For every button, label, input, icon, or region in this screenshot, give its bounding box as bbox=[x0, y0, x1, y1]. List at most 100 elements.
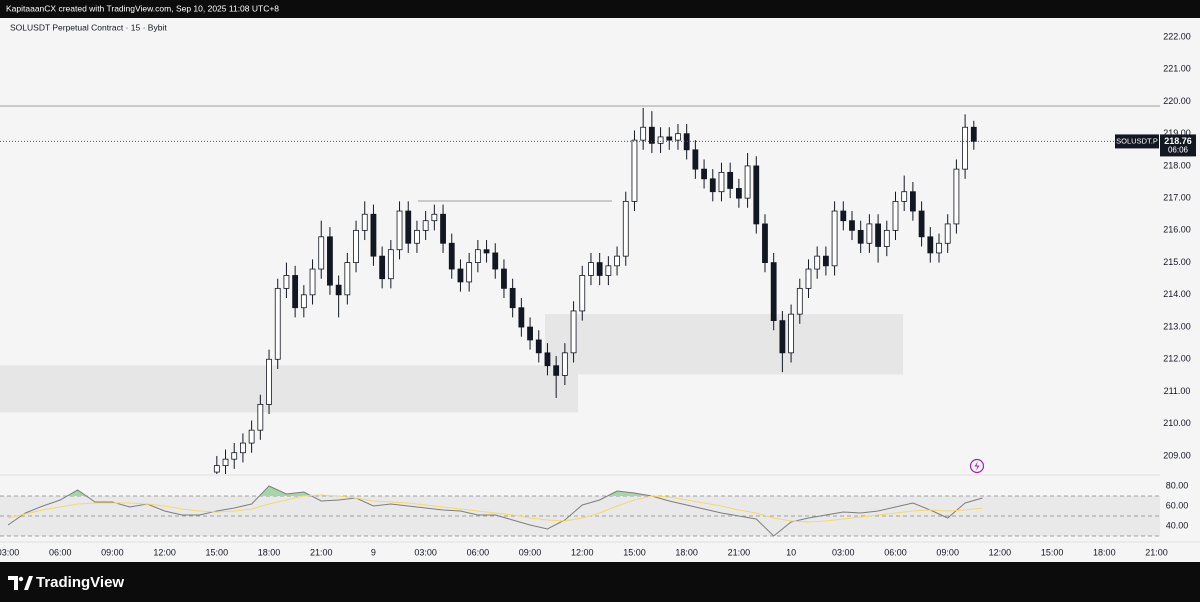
candle-body bbox=[257, 403, 264, 431]
candle-body bbox=[675, 133, 681, 141]
candle-body bbox=[631, 139, 638, 202]
candle-body bbox=[596, 262, 603, 276]
candle-body bbox=[396, 210, 403, 251]
alert-icon[interactable] bbox=[969, 458, 985, 474]
candle-body bbox=[753, 165, 760, 225]
candle-body bbox=[213, 465, 220, 473]
x-tick-label: 06:00 bbox=[49, 547, 72, 557]
candle-body bbox=[527, 326, 533, 341]
candle-body bbox=[344, 262, 351, 296]
rsi-line bbox=[7, 485, 983, 537]
candle-body bbox=[953, 168, 960, 225]
candle-body bbox=[283, 275, 290, 289]
y-tick-label: 217.00 bbox=[1163, 193, 1191, 203]
candle-body bbox=[248, 429, 255, 444]
top-bar bbox=[0, 0, 1200, 18]
candle-body bbox=[857, 229, 864, 244]
candle-body bbox=[840, 210, 847, 222]
price-label: 218.76 bbox=[1164, 136, 1192, 146]
x-tick-label: 15:00 bbox=[1041, 547, 1064, 557]
candle-body bbox=[718, 171, 725, 193]
candle-body bbox=[875, 223, 881, 247]
candle-body bbox=[866, 223, 873, 244]
candle-body bbox=[474, 249, 481, 263]
candle-body bbox=[822, 255, 829, 267]
candle-body bbox=[970, 126, 977, 142]
candle-body bbox=[692, 149, 699, 170]
x-tick-label: 21:00 bbox=[310, 547, 333, 557]
x-tick-label: 03:00 bbox=[0, 547, 19, 557]
candle-body bbox=[509, 287, 516, 309]
candle-body bbox=[701, 168, 707, 180]
candle-body bbox=[448, 242, 455, 270]
rsi-pane bbox=[0, 485, 1160, 537]
candle-body bbox=[379, 255, 386, 280]
candle-body bbox=[309, 268, 316, 296]
y-tick-label: 216.00 bbox=[1163, 225, 1191, 235]
x-tick-label: 12:00 bbox=[989, 547, 1012, 557]
candle-body bbox=[422, 220, 429, 231]
zone bbox=[545, 314, 904, 375]
candle-body bbox=[762, 223, 768, 263]
footer-bar bbox=[0, 562, 1200, 602]
candle-body bbox=[735, 188, 742, 199]
candle-body bbox=[353, 229, 359, 263]
candle-body bbox=[831, 210, 838, 267]
main-pane bbox=[0, 105, 1160, 474]
candle-body bbox=[518, 307, 525, 328]
symbol-tag bbox=[1115, 134, 1159, 149]
x-tick-label: 18:00 bbox=[675, 547, 698, 557]
x-tick-label: 15:00 bbox=[623, 547, 646, 557]
candle-body bbox=[466, 262, 473, 283]
candle-body bbox=[805, 268, 812, 289]
candle-body bbox=[222, 458, 229, 467]
candle-body bbox=[588, 262, 594, 276]
rsi-tick-label: 80.00 bbox=[1166, 480, 1189, 490]
y-tick-label: 222.00 bbox=[1163, 31, 1191, 41]
header-text: KapitaaanCX created with TradingView.com… bbox=[6, 3, 279, 13]
x-tick-label: 10 bbox=[786, 547, 796, 557]
candle-body bbox=[770, 262, 777, 322]
candle-body bbox=[622, 200, 629, 257]
y-tick-label: 219.00 bbox=[1163, 128, 1191, 138]
candle-body bbox=[231, 452, 238, 460]
candle-body bbox=[605, 265, 612, 276]
candle-body bbox=[927, 236, 934, 254]
candle-body bbox=[796, 287, 803, 315]
y-tick-label: 211.00 bbox=[1164, 386, 1191, 396]
candle-body bbox=[327, 236, 333, 286]
candle-body bbox=[457, 268, 464, 283]
candle-body bbox=[944, 223, 951, 244]
candle-body bbox=[648, 126, 655, 144]
x-tick-label: 03:00 bbox=[832, 547, 855, 557]
axes: 209.00 210.00 211.00 212.00 213.00 214.00 215.… bbox=[0, 31, 1196, 557]
candle-body bbox=[553, 365, 560, 376]
candle-body bbox=[849, 220, 855, 231]
candle-body bbox=[387, 249, 394, 280]
candle-body bbox=[901, 191, 908, 202]
y-tick-label: 215.00 bbox=[1163, 257, 1191, 267]
candle-body bbox=[579, 275, 586, 312]
x-tick-label: 06:00 bbox=[884, 547, 907, 557]
x-tick-label: 18:00 bbox=[1093, 547, 1116, 557]
candle-body bbox=[640, 126, 647, 141]
brand-name: TradingView bbox=[36, 574, 124, 591]
x-tick-label: 09:00 bbox=[936, 547, 959, 557]
x-tick-label: 09:00 bbox=[519, 547, 542, 557]
y-tick-label: 213.00 bbox=[1163, 321, 1191, 331]
x-tick-label: 21:00 bbox=[728, 547, 751, 557]
x-tick-label: 06:00 bbox=[467, 547, 490, 557]
countdown-label: 06:06 bbox=[1168, 146, 1189, 155]
y-tick-label: 209.00 bbox=[1163, 450, 1191, 460]
y-tick-label: 221.00 bbox=[1163, 64, 1191, 74]
candle-body bbox=[544, 352, 551, 367]
price-tag bbox=[1160, 134, 1196, 157]
y-tick-label: 220.00 bbox=[1163, 96, 1191, 106]
candle-body bbox=[292, 275, 299, 309]
candle-body bbox=[431, 213, 438, 222]
zone bbox=[0, 365, 579, 413]
candle-body bbox=[483, 249, 490, 254]
candle-body bbox=[883, 229, 890, 247]
